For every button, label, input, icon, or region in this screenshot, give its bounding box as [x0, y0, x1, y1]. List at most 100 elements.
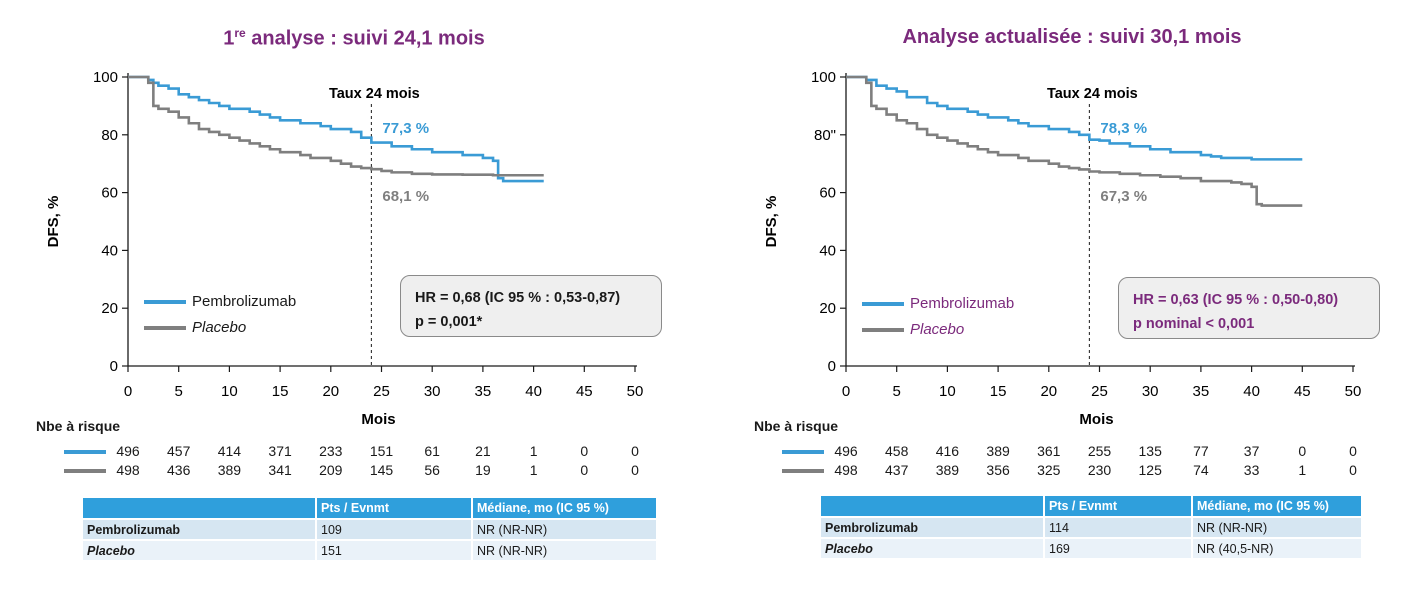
x-tick-label: 0 [124, 383, 132, 400]
km-chart-first-analysis: 0 20 40 60 80 100 0 5 10 15 20 25 30 35 40 45 50 Mois DFS,… [45, 69, 643, 428]
summary-table: Pts / Evnmt Médiane, mo (IC 95 %) Pembro… [81, 496, 658, 562]
table-header: Pts / Evnmt [1045, 496, 1191, 516]
legend-swatch-pembrolizumab [862, 302, 904, 307]
table-header-row: Pts / Evnmt Médiane, mo (IC 95 %) [83, 498, 656, 518]
table-cell-events: 114 [1045, 518, 1191, 537]
p-value-text: p nominal < 0,001 [1133, 316, 1255, 332]
y-tick-label: 80" [814, 127, 836, 144]
y-tick-label: 40 [819, 242, 836, 259]
at-risk-value: 371 [268, 443, 292, 459]
at-risk-value: 0 [1298, 443, 1307, 459]
at-risk-value: 496 [116, 443, 140, 459]
at-risk-swatch [64, 450, 106, 454]
at-risk-value: 1 [529, 443, 538, 459]
y-tick-label: 20 [819, 300, 836, 317]
at-risk-value: 437 [885, 462, 909, 478]
x-tick-label: 20 [1040, 383, 1057, 400]
legend-item-pembrolizumab: Pembrolizumab [144, 289, 296, 315]
at-risk-value: 0 [631, 443, 639, 459]
at-risk-value: 19 [475, 462, 491, 478]
x-tick-label: 35 [1193, 383, 1210, 400]
at-risk-value: 33 [1243, 462, 1260, 478]
table-row: Pembrolizumab 109 NR (NR-NR) [83, 520, 656, 539]
x-tick-label: 15 [272, 383, 289, 400]
legend-swatch-pembrolizumab [144, 300, 186, 305]
table-cell-events: 151 [317, 541, 471, 560]
at-risk-row-placebo: 498 437 389 356 325 230 125 74 33 1 0 [718, 462, 1416, 480]
y-tick-label: 60 [819, 185, 836, 202]
at-risk-value: 341 [268, 462, 292, 478]
km-chart-updated-analysis: 0 20 40 60 80" 100 0 5 10 15 20 25 30 35 40 45 50 Mois DFS… [763, 69, 1361, 428]
at-risk-value: 389 [217, 462, 242, 478]
at-risk-value: 416 [935, 443, 960, 459]
hazard-ratio-text: HR = 0,68 (IC 95 % : 0,53-0,87) [415, 290, 621, 306]
at-risk-value: 458 [885, 443, 909, 459]
at-risk-value: 0 [1349, 443, 1357, 459]
at-risk-value: 498 [116, 462, 140, 478]
y-tick-label: 80 [101, 127, 118, 144]
x-tick-label: 35 [475, 383, 492, 400]
legend-item-placebo: Placebo [144, 315, 296, 341]
landmark-value-placebo: 68,1 % [382, 188, 429, 205]
at-risk-title: Nbe à risque [36, 418, 121, 434]
at-risk-value: 389 [935, 462, 960, 478]
at-risk-value: 414 [217, 443, 242, 459]
at-risk-value: 145 [369, 462, 394, 478]
at-risk-value: 325 [1037, 462, 1061, 478]
x-tick-label: 25 [1091, 383, 1108, 400]
at-risk-value: 151 [369, 443, 394, 459]
at-risk-value: 233 [319, 443, 343, 459]
at-risk-value: 1 [1298, 462, 1307, 478]
hazard-ratio-box: HR = 0,68 (IC 95 % : 0,53-0,87) p = 0,00… [400, 275, 662, 337]
y-tick-label: 0 [828, 358, 836, 375]
x-tick-label: 20 [322, 383, 339, 400]
at-risk-swatch [782, 450, 824, 454]
at-risk-swatch [64, 469, 106, 473]
table-header [821, 496, 1043, 516]
chart-title: 1re analyse : suivi 24,1 mois [223, 26, 485, 50]
x-tick-label: 40 [525, 383, 542, 400]
table-cell-median: NR (NR-NR) [1193, 518, 1361, 537]
table-cell-events: 169 [1045, 539, 1191, 558]
at-risk-row-pembrolizumab: 496 458 416 389 361 255 135 77 37 0 0 [718, 443, 1416, 461]
x-tick-label: 10 [221, 383, 238, 400]
y-tick-label: 40 [101, 242, 118, 259]
at-risk-row-pembrolizumab: 496 457 414 371 233 151 61 21 1 0 0 [0, 443, 708, 461]
at-risk-value: 0 [580, 443, 589, 459]
at-risk-value: 255 [1087, 443, 1112, 459]
at-risk-value: 77 [1193, 443, 1209, 459]
at-risk-value: 0 [631, 462, 639, 478]
x-tick-label: 30 [1142, 383, 1159, 400]
at-risk-value: 0 [580, 462, 589, 478]
legend-label: Pembrolizumab [192, 293, 297, 310]
hazard-ratio-text: HR = 0,63 (IC 95 % : 0,50-0,80) [1133, 292, 1339, 308]
legend-swatch-placebo [862, 328, 904, 333]
km-curve-pembrolizumab [128, 75, 544, 183]
table-cell-median: NR (NR-NR) [473, 520, 656, 539]
y-tick-label: 20 [101, 300, 118, 317]
legend: Pembrolizumab Placebo [144, 289, 296, 341]
table-cell-arm: Pembrolizumab [83, 520, 315, 539]
legend-swatch-placebo [144, 326, 186, 331]
km-curve-pembrolizumab [846, 75, 1303, 161]
table-cell-median: NR (NR-NR) [473, 541, 656, 560]
at-risk-value: 61 [424, 443, 440, 459]
at-risk-value: 389 [986, 443, 1010, 459]
km-curve-placebo [128, 75, 544, 177]
table-cell-arm: Placebo [83, 541, 315, 560]
x-tick-label: 25 [373, 383, 390, 400]
y-tick-label: 100 [93, 69, 118, 86]
at-risk-value: 74 [1193, 462, 1209, 478]
x-tick-label: 45 [576, 383, 593, 400]
y-axis-label: DFS, % [763, 196, 780, 248]
x-tick-label: 40 [1243, 383, 1260, 400]
landmark-label: Taux 24 mois [1047, 86, 1138, 102]
landmark-label: Taux 24 mois [329, 86, 420, 102]
at-risk-value: 56 [424, 462, 440, 478]
at-risk-swatch [782, 469, 824, 473]
table-row: Pembrolizumab 114 NR (NR-NR) [821, 518, 1361, 537]
landmark-value-pembrolizumab: 77,3 % [382, 120, 429, 137]
summary-table: Pts / Evnmt Médiane, mo (IC 95 %) Pembro… [819, 494, 1363, 560]
at-risk-value: 135 [1138, 443, 1162, 459]
panel-updated-analysis: Analyse actualisée : suivi 30,1 mois 0 20… [718, 0, 1416, 598]
